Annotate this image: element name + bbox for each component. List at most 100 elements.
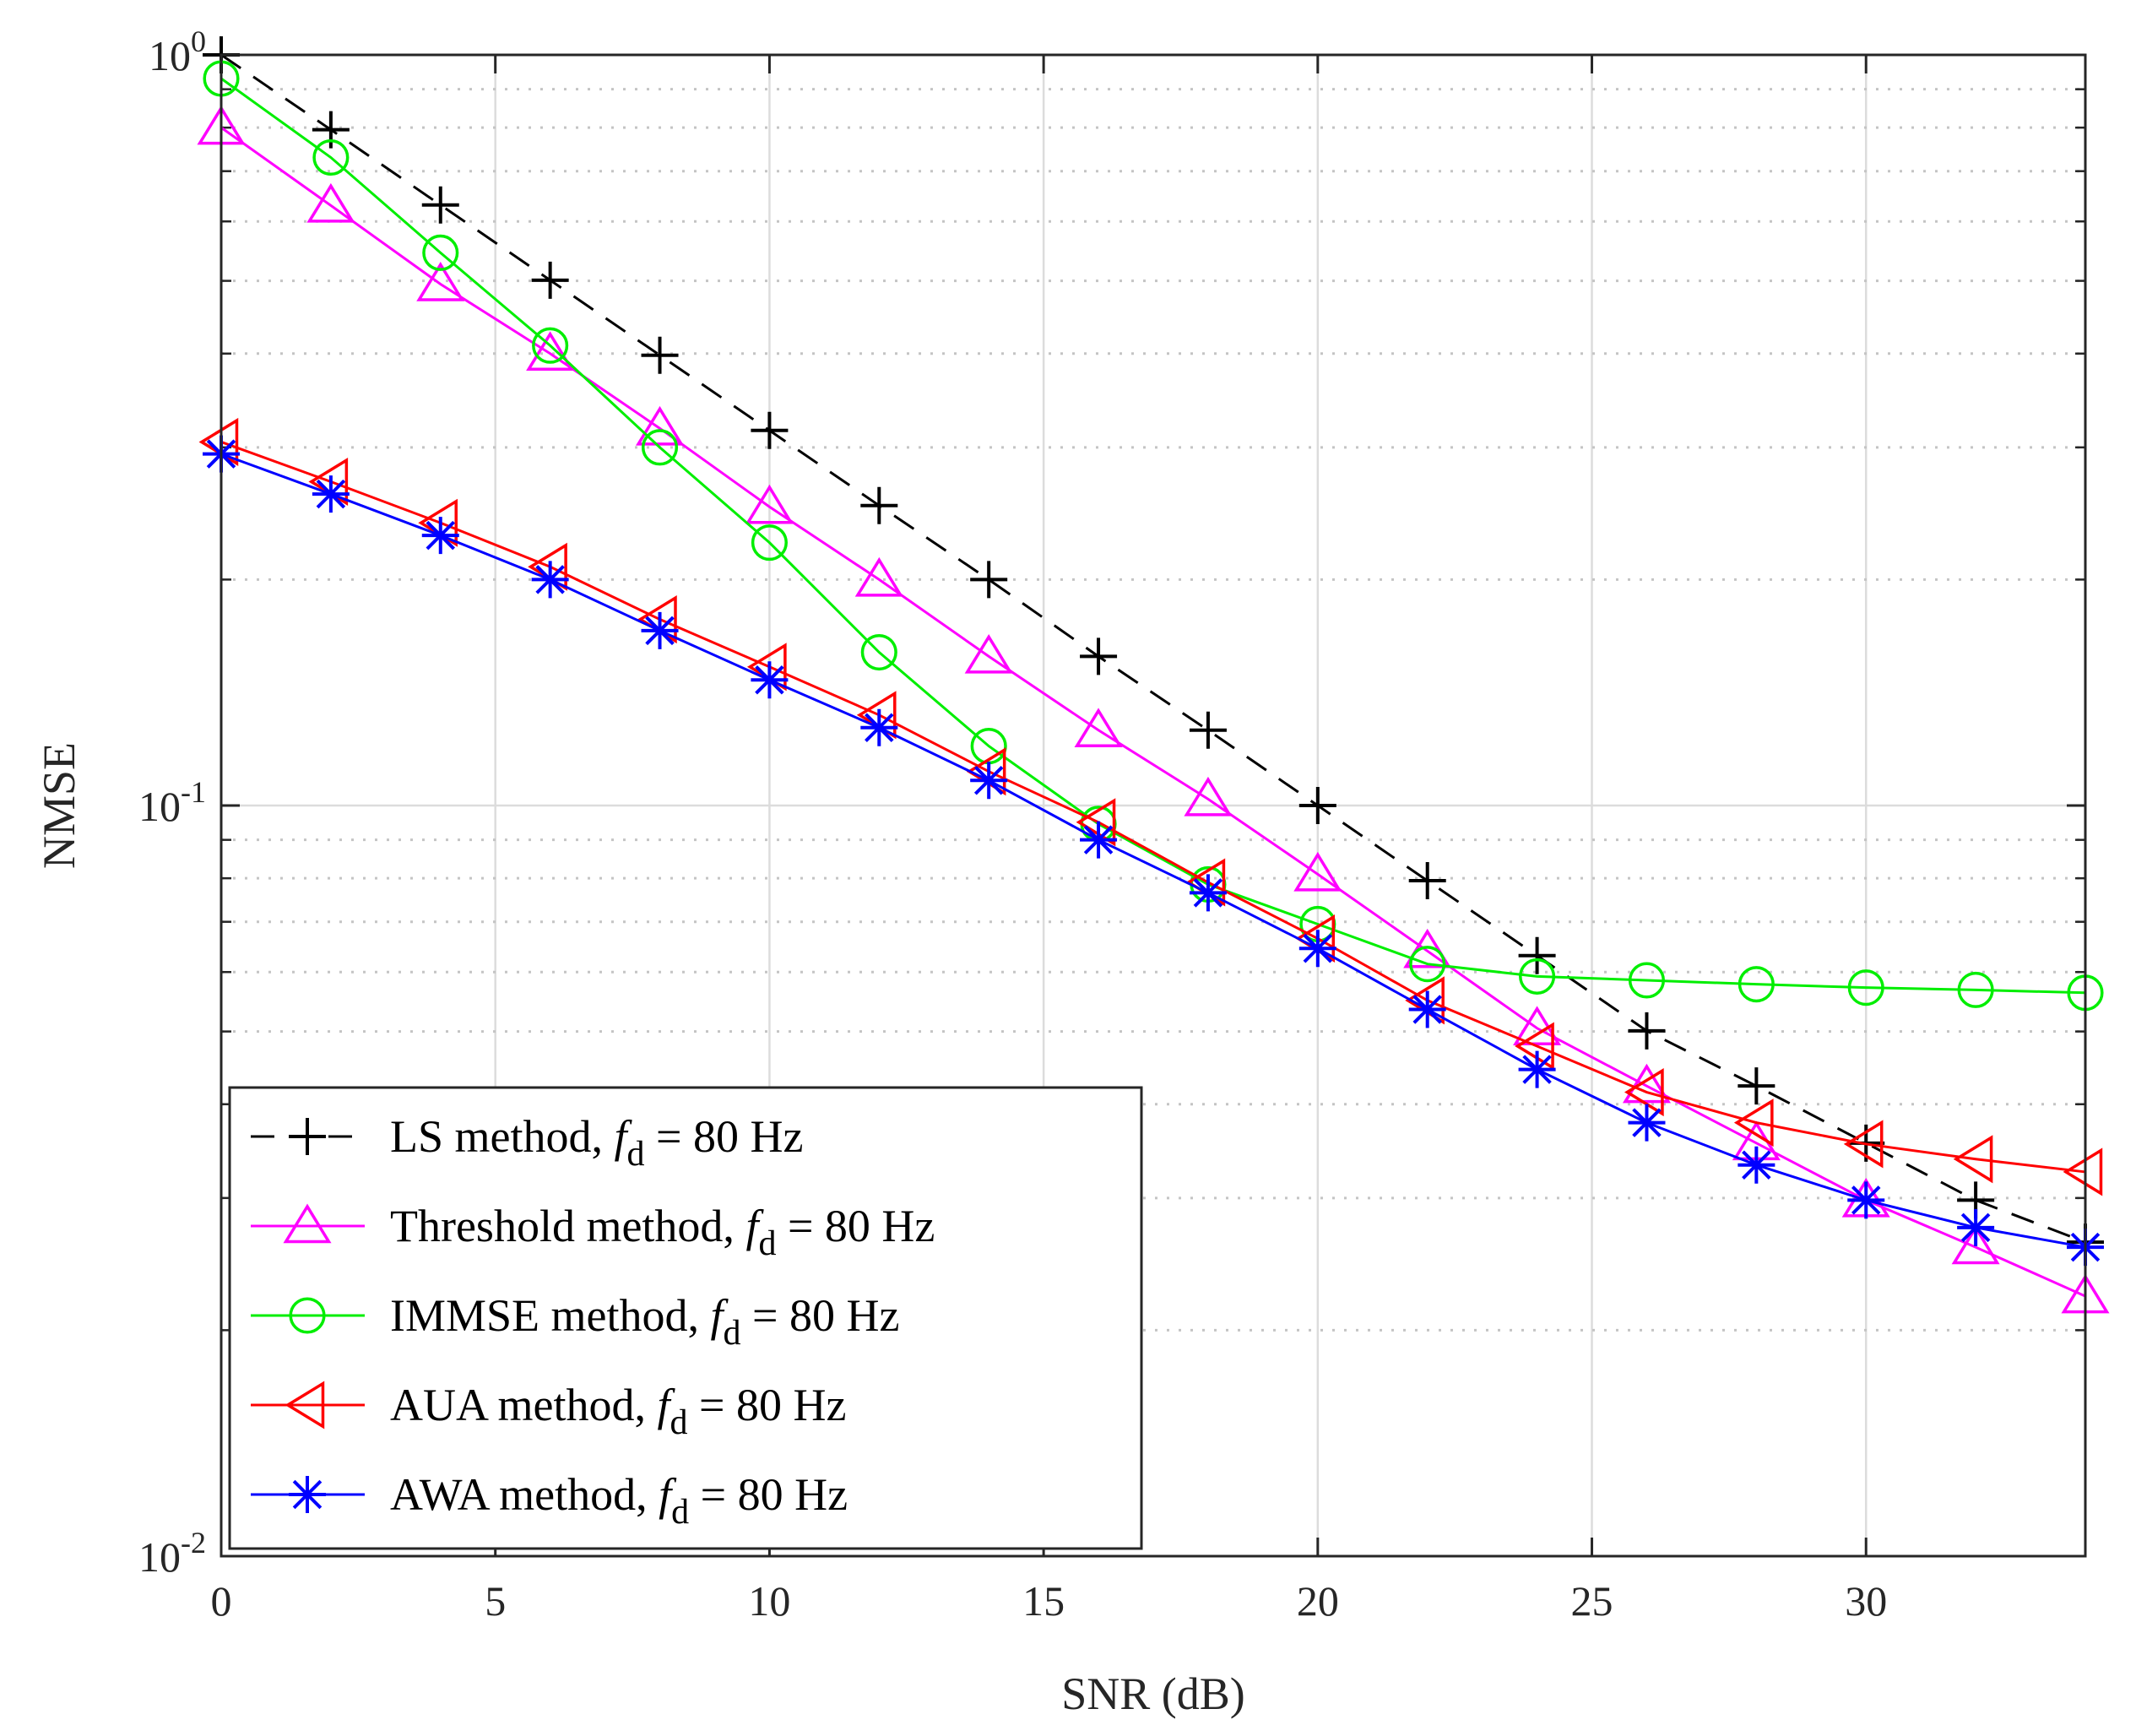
y-tick-label: 10-1 <box>138 775 206 830</box>
data-point-marker <box>283 1203 332 1244</box>
data-point-marker <box>289 1297 326 1334</box>
data-point-marker <box>1074 708 1123 748</box>
data-point-marker <box>1519 958 1556 995</box>
data-point-marker <box>641 336 679 374</box>
data-point-marker <box>970 561 1008 599</box>
plot-frame <box>220 53 2087 1558</box>
legend-label: Threshold method, fd = 80 Hz <box>390 1201 935 1263</box>
data-point-marker <box>1847 1181 1885 1219</box>
y-tick-label: 10-2 <box>138 1526 206 1581</box>
data-point-marker <box>1408 862 1446 900</box>
data-point-marker <box>1298 930 1336 968</box>
data-point-marker <box>1843 1120 1884 1169</box>
data-point-marker <box>1622 1063 1672 1104</box>
data-point-marker <box>854 556 903 597</box>
data-point-marker <box>1076 798 1116 847</box>
data-point-marker <box>1738 1146 1775 1184</box>
series-line <box>220 53 2086 1244</box>
y-tick-label: 100 <box>149 24 206 79</box>
x-tick-label: 20 <box>1297 1577 1339 1625</box>
legend-entry: Threshold method, fd = 80 Hz <box>251 1201 935 1263</box>
data-point-marker <box>641 611 679 649</box>
data-point-marker <box>860 486 898 524</box>
data-point-marker <box>1957 971 1994 1008</box>
series-threshold-method <box>197 105 2110 1314</box>
legend-entry: AWA method, fd = 80 Hz <box>251 1469 848 1532</box>
series-line <box>220 77 2086 995</box>
data-point-marker <box>641 429 679 466</box>
data-point-marker <box>1733 1099 1774 1147</box>
data-point-marker <box>1293 851 1342 892</box>
data-point-marker <box>1738 1067 1775 1105</box>
y-axis-label: NMSE <box>34 742 84 869</box>
data-point-marker <box>745 484 794 524</box>
data-point-marker <box>1403 928 1452 968</box>
data-point-marker <box>1184 776 1233 816</box>
data-point-marker <box>751 524 788 561</box>
data-point-marker <box>1847 969 1884 1006</box>
legend-label: AUA method, fd = 80 Hz <box>390 1380 846 1442</box>
data-point-marker <box>970 762 1008 800</box>
data-point-marker <box>1951 1224 2000 1265</box>
data-point-marker <box>860 633 897 671</box>
series-ls-method <box>203 36 2104 1261</box>
y-tick-labels: 100 10-1 10-2 <box>138 24 206 1581</box>
data-point-marker <box>1628 962 1666 999</box>
x-tick-labels: 0 5 10 15 20 25 30 <box>211 1577 1888 1625</box>
grid <box>221 55 2085 1556</box>
data-point-marker <box>2063 1147 2103 1196</box>
legend-entry: AUA method, fd = 80 Hz <box>251 1380 846 1442</box>
data-point-marker <box>1080 821 1118 859</box>
data-point-marker <box>422 234 459 271</box>
data-point-marker <box>421 517 459 555</box>
data-point-marker <box>964 633 1013 674</box>
data-point-marker <box>531 561 569 599</box>
data-point-marker <box>289 1118 326 1155</box>
legend: LS method, fd = 80 Hz Threshold method, f… <box>228 1086 1143 1550</box>
data-point-marker <box>306 182 355 223</box>
series-line <box>220 453 2086 1249</box>
legend-label: LS method, fd = 80 Hz <box>390 1111 803 1174</box>
x-tick-label: 15 <box>1022 1577 1065 1625</box>
data-point-marker <box>531 261 569 299</box>
legend-entry: LS method, fd = 80 Hz <box>251 1111 803 1174</box>
legend-box <box>228 1086 1143 1550</box>
data-point-marker <box>1628 1104 1666 1142</box>
data-point-marker <box>751 411 789 449</box>
data-point-marker <box>1408 990 1446 1028</box>
x-tick-label: 0 <box>211 1577 232 1625</box>
data-point-marker <box>1957 1208 1995 1246</box>
data-point-marker <box>1624 1068 1664 1117</box>
data-point-marker <box>1518 936 1556 974</box>
legend-entry: IMMSE method, fd = 80 Hz <box>251 1290 899 1353</box>
data-point-marker <box>1189 874 1227 912</box>
data-point-marker <box>1953 1135 1993 1184</box>
data-point-marker <box>751 661 789 699</box>
data-point-marker <box>1738 966 1775 1003</box>
data-series <box>197 36 2110 1314</box>
data-point-marker <box>860 708 898 746</box>
data-point-marker <box>1298 787 1336 824</box>
data-point-marker <box>1189 711 1227 749</box>
legend-label: IMMSE method, fd = 80 Hz <box>390 1290 899 1353</box>
data-point-marker <box>1515 1022 1554 1071</box>
data-point-marker <box>526 331 575 371</box>
data-point-marker <box>289 1476 326 1513</box>
data-point-marker <box>421 186 459 224</box>
data-point-marker <box>312 138 350 176</box>
data-point-marker <box>1080 637 1118 675</box>
data-point-marker <box>416 262 465 301</box>
data-point-marker <box>285 1381 325 1429</box>
series-line <box>220 441 2086 1174</box>
x-axis-label: SNR (dB) <box>1061 1668 1245 1719</box>
x-tick-label: 10 <box>748 1577 790 1625</box>
data-point-marker <box>1628 1012 1666 1050</box>
x-tick-label: 30 <box>1845 1577 1887 1625</box>
x-tick-label: 25 <box>1571 1577 1613 1625</box>
data-point-marker <box>532 327 569 364</box>
data-point-marker <box>1518 1050 1556 1088</box>
data-point-marker <box>1409 946 1446 983</box>
x-tick-label: 5 <box>485 1577 506 1625</box>
legend-label: AWA method, fd = 80 Hz <box>390 1469 848 1532</box>
